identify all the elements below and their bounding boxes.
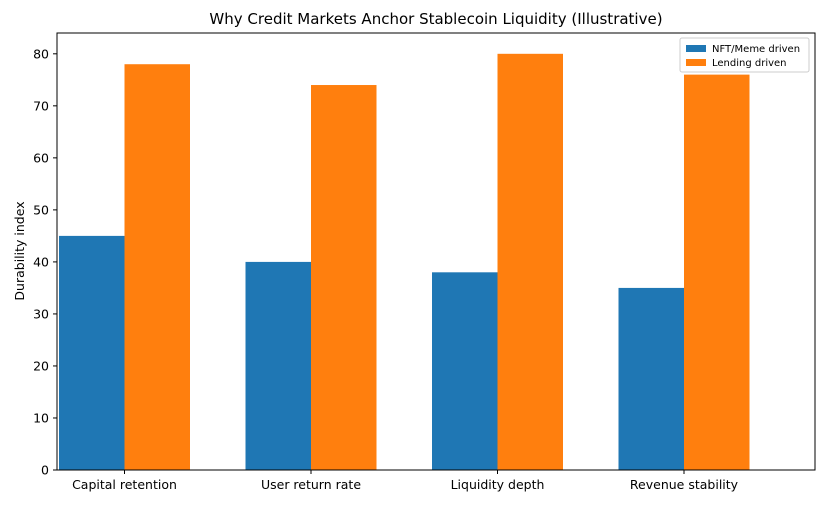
y-axis-label: Durability index — [12, 201, 27, 300]
y-tick-label-2: 20 — [33, 358, 49, 373]
y-tick-label-6: 60 — [33, 150, 49, 165]
bar-0-3 — [618, 287, 684, 470]
x-axis: Capital retention User return rate Liquidi… — [72, 470, 739, 492]
legend-box — [679, 37, 810, 73]
legend-swatch-0 — [686, 45, 706, 52]
bar-0-0 — [59, 235, 125, 470]
legend-swatch-1 — [686, 59, 706, 66]
y-tick-label-7: 70 — [33, 98, 49, 113]
y-tick-label-8: 80 — [33, 46, 49, 61]
x-tick-label-3: Revenue stability — [630, 477, 739, 492]
x-tick-label-2: Liquidity depth — [451, 477, 545, 492]
bar-0-1 — [245, 261, 311, 470]
plot-frame — [56, 32, 816, 471]
y-axis: 0 10 20 30 40 50 60 70 80 — [33, 46, 57, 478]
y-tick-label-5: 50 — [33, 202, 49, 217]
y-tick-label-1: 10 — [33, 410, 49, 425]
legend-label-0: NFT/Meme driven — [712, 44, 800, 55]
bar-1-1 — [311, 85, 377, 471]
x-tick-label-1: User return rate — [261, 477, 361, 492]
chart-title: Why Credit Markets Anchor Stablecoin Liq… — [209, 10, 662, 28]
y-tick-label-0: 0 — [41, 463, 49, 478]
y-tick-label-3: 30 — [33, 306, 49, 321]
bars-layer — [59, 53, 750, 471]
legend-label-1: Lending driven — [712, 58, 787, 69]
bar-1-0 — [124, 64, 190, 470]
bar-0-2 — [432, 272, 498, 470]
y-tick-label-4: 40 — [33, 254, 49, 269]
legend: NFT/Meme driven Lending driven — [679, 37, 810, 73]
bar-1-3 — [684, 74, 750, 470]
bar-1-2 — [497, 53, 563, 471]
x-tick-label-0: Capital retention — [72, 477, 177, 492]
